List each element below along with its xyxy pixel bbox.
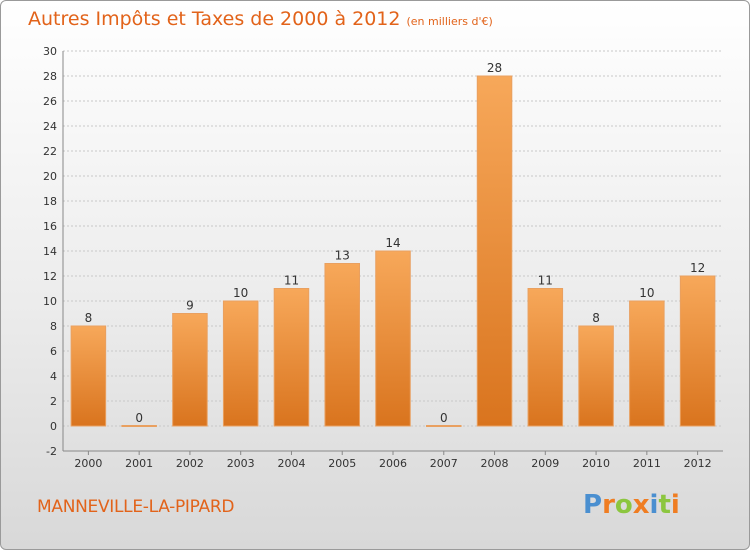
bar [629,300,665,427]
bar [273,288,310,427]
x-tick-label: 2011 [633,457,661,470]
bar [172,313,208,427]
bar [222,300,259,427]
bar-value-label: 13 [335,249,350,263]
x-tick-label: 2003 [227,457,255,470]
logo-letter: o [614,490,633,520]
y-tick-label: 12 [43,270,57,283]
bar-value-label: 10 [639,286,654,300]
bar [679,275,716,427]
x-tick-label: 2005 [328,457,356,470]
bar-value-label: 12 [690,261,705,275]
proxiti-logo: Proxiti [583,490,680,520]
x-tick-label: 2000 [74,457,102,470]
y-tick-label: 26 [43,95,57,108]
y-tick-label: 4 [50,370,57,383]
logo-letter: r [602,490,615,520]
y-tick-label: 2 [50,395,57,408]
logo-letter: i [649,490,659,520]
x-tick-label: 2001 [125,457,153,470]
bar-value-label: 0 [135,411,143,425]
y-tick-label: 6 [50,345,57,358]
bar-value-label: 28 [487,61,502,75]
bar [324,263,360,427]
x-tick-label: 2010 [582,457,610,470]
x-tick-label: 2007 [430,457,458,470]
y-tick-label: 20 [43,170,57,183]
chart-title-text: Autres Impôts et Taxes de 2000 à 2012 [28,8,401,30]
y-tick-label: 10 [43,295,57,308]
commune-name: MANNEVILLE-LA-PIPARD [37,497,235,517]
x-tick-label: 2002 [176,457,204,470]
bar-value-label: 11 [538,274,553,288]
chart-unit-note: (en milliers d'€) [406,15,493,28]
bar [70,325,107,427]
logo-letter: P [583,490,603,520]
y-tick-label: 28 [43,70,57,83]
y-tick-label: 0 [50,420,57,433]
x-tick-label: 2012 [684,457,712,470]
bar-value-label: 8 [592,311,600,325]
bar-value-label: 10 [233,286,248,300]
bar-value-label: 11 [284,274,299,288]
y-tick-label: 30 [43,45,57,58]
bar [578,325,614,427]
logo-letter: i [670,490,680,520]
bar [426,425,462,427]
logo-letter: x [632,490,650,520]
bar-value-label: 8 [85,311,93,325]
bar-value-label: 14 [385,236,400,250]
y-tick-label: 16 [43,220,57,233]
y-tick-label: 24 [43,120,57,133]
x-tick-label: 2009 [531,457,559,470]
x-tick-label: 2006 [379,457,407,470]
bar [476,75,513,427]
bar-value-label: 9 [186,299,194,313]
bar [375,250,411,427]
bar-value-label: 0 [440,411,448,425]
y-tick-label: 18 [43,195,57,208]
chart-title: Autres Impôts et Taxes de 2000 à 2012 (en… [28,8,493,30]
y-tick-label: 22 [43,145,57,158]
y-tick-label: -2 [46,445,57,458]
bar [527,288,564,427]
bar [121,425,157,427]
x-tick-label: 2004 [277,457,305,470]
y-tick-label: 14 [43,245,57,258]
x-tick-label: 2008 [481,457,509,470]
y-tick-label: 8 [50,320,57,333]
logo-letter: t [658,490,671,520]
